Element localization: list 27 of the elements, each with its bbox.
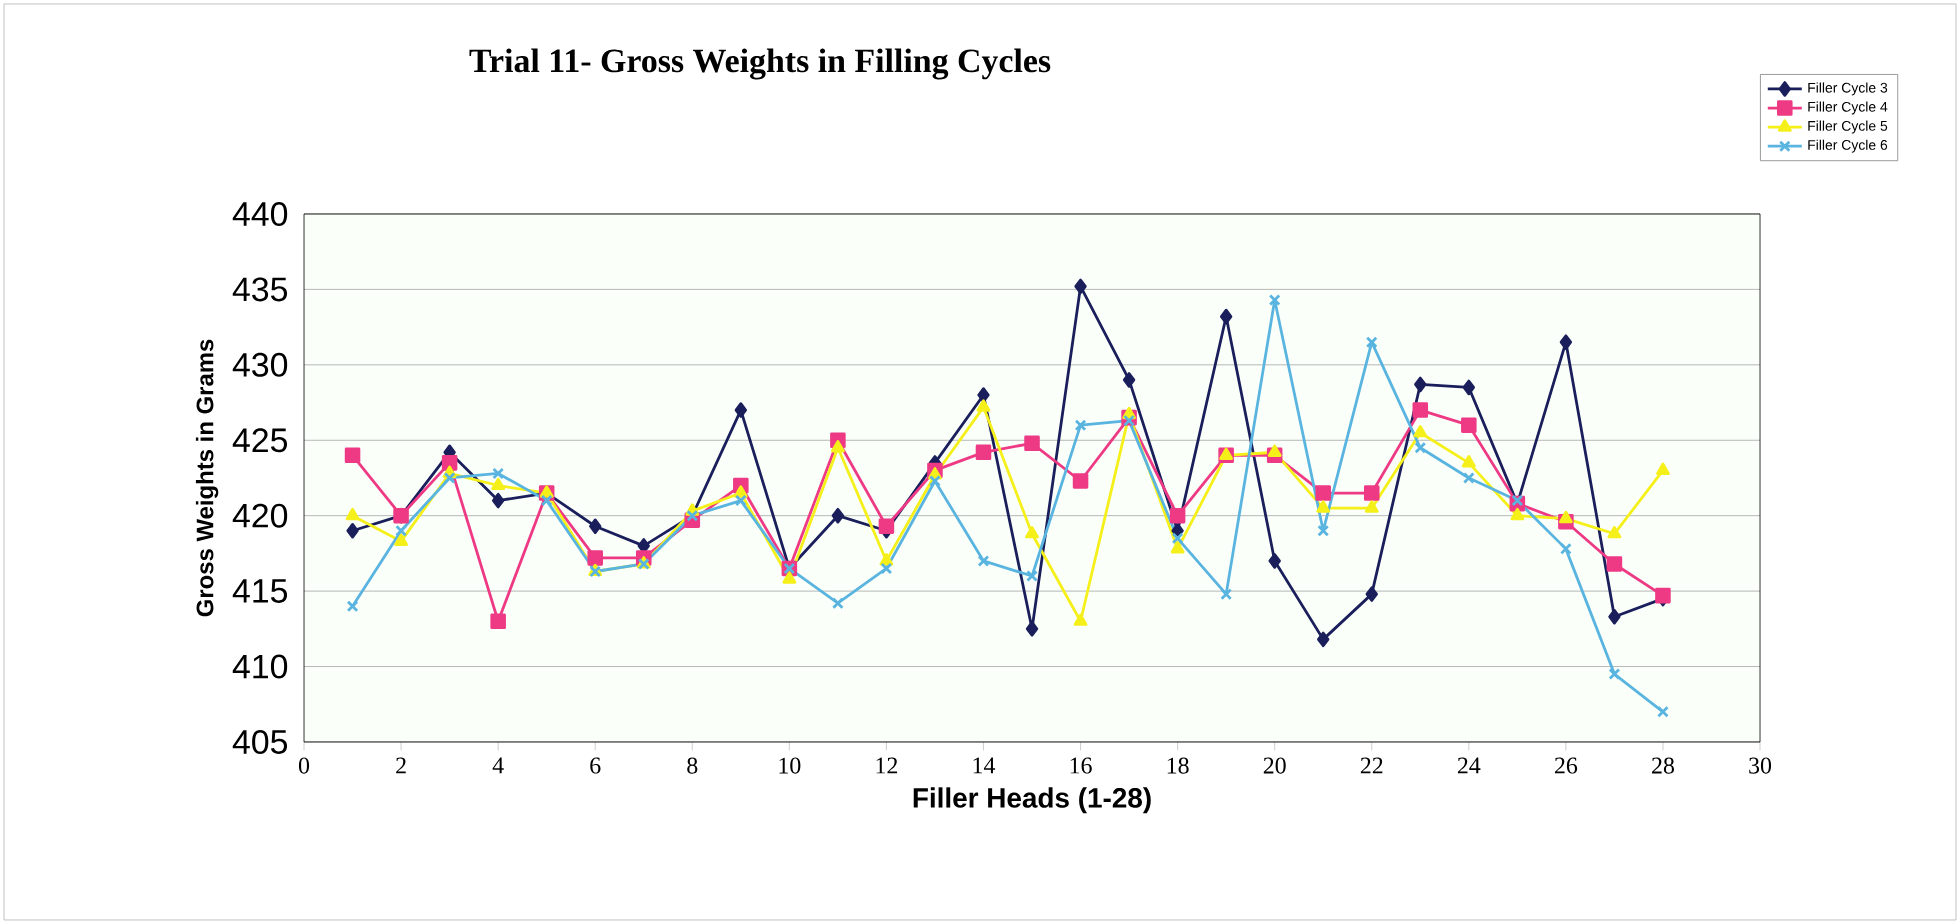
x-tick-label: 30 [1749,757,1772,774]
x-tick-label: 20 [1263,757,1286,774]
y-tick-label: 430 [232,352,288,377]
x-tick-label: 18 [1167,757,1189,774]
x-tick-label: 0 [298,757,310,774]
y-tick-label: 410 [232,654,288,679]
x-tick-label: 8 [687,757,698,774]
x-tick-label: 16 [1070,757,1092,774]
y-tick-label: 405 [232,729,288,754]
x-tick-label: 6 [590,757,601,774]
chart-title: Trial 11- Gross Weights in Filling Cycles [469,48,1051,80]
y-tick-label: 420 [232,503,288,528]
x-tick-label: 14 [973,757,996,774]
y-tick-label: 440 [232,201,288,226]
y-tick-label: 425 [232,428,288,453]
y-tick-label: 415 [232,579,288,603]
x-tick-label: 22 [1360,757,1383,774]
x-tick-label: 26 [1554,757,1578,774]
y-tick-label: 435 [232,277,288,302]
x-tick-label: 10 [779,757,801,774]
x-tick-label: 2 [396,757,406,774]
x-tick-label: 24 [1457,757,1481,774]
y-axis-title: Gross Weights in Grams [195,339,219,617]
x-tick-label: 4 [492,757,504,774]
x-tick-label: 28 [1652,757,1674,774]
x-axis-title: Filler Heads (1-28) [913,787,1151,814]
x-tick-label: 12 [876,757,898,774]
